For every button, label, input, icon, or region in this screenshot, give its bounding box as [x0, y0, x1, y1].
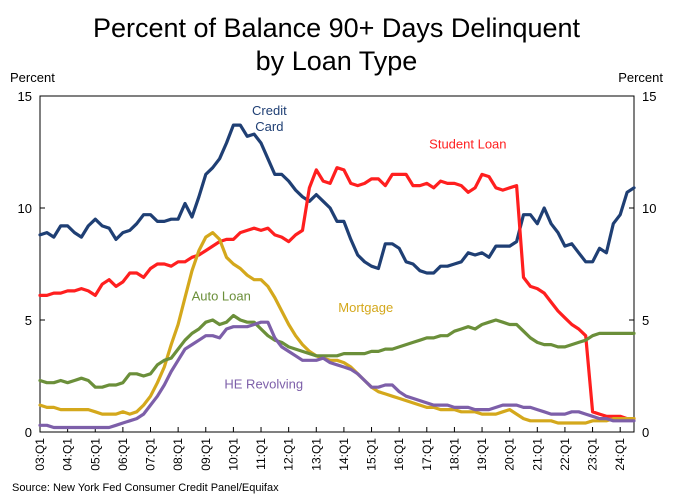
- x-tick-label-16: 19:Q1: [475, 438, 489, 471]
- mortgage-label: Mortgage: [338, 300, 393, 315]
- y-axis-left-unit: Percent: [10, 70, 55, 85]
- y-tick-label-right-1: 5: [642, 313, 649, 328]
- y-tick-label-left-1: 5: [25, 313, 32, 328]
- x-tick-label-21: 24:Q1: [613, 438, 627, 471]
- chart-title: Percent of Balance 90+ Days Delinquent: [92, 13, 581, 43]
- x-tick-label-17: 20:Q1: [503, 438, 517, 471]
- x-tick-label-1: 04:Q1: [61, 438, 75, 471]
- x-tick-label-10: 13:Q1: [309, 438, 323, 471]
- x-tick-label-20: 23:Q1: [586, 438, 600, 471]
- x-tick-label-15: 18:Q1: [447, 438, 461, 471]
- he-revolving-line: [38, 320, 636, 430]
- x-tick-label-11: 14:Q1: [337, 438, 351, 471]
- y-tick-label-right-2: 10: [642, 201, 656, 216]
- x-tick-label-4: 07:Q1: [144, 438, 158, 471]
- student-loan-label: Student Loan: [429, 136, 506, 151]
- x-tick-label-14: 17:Q1: [420, 438, 434, 471]
- x-tick-label-8: 11:Q1: [254, 438, 268, 470]
- x-tick-label-18: 21:Q1: [530, 438, 544, 471]
- y-tick-label-right-0: 0: [642, 425, 649, 440]
- chart-subtitle: by Loan Type: [255, 46, 418, 76]
- y-tick-label-left-2: 10: [18, 201, 32, 216]
- he-revolving-label: HE Revolving: [224, 377, 303, 392]
- source-note: Source: New York Fed Consumer Credit Pan…: [12, 482, 279, 494]
- x-tick-label-19: 22:Q1: [558, 438, 572, 471]
- y-tick-label-left-3: 15: [18, 89, 32, 104]
- mortgage-line: [38, 231, 636, 425]
- credit-card-line: [38, 123, 636, 275]
- x-tick-label-2: 05:Q1: [88, 438, 102, 471]
- student-loan-line: [38, 166, 636, 421]
- chart-title-block: Percent of Balance 90+ Days Delinquent b…: [0, 12, 673, 78]
- x-tick-label-6: 09:Q1: [199, 438, 213, 471]
- x-tick-label-7: 10:Q1: [226, 438, 240, 471]
- y-tick-label-right-3: 15: [642, 89, 656, 104]
- y-axis-right-unit: Percent: [618, 70, 663, 85]
- x-tick-label-0: 03:Q1: [33, 438, 47, 471]
- x-tick-label-3: 06:Q1: [116, 438, 130, 471]
- credit-card-label: Credit Card: [252, 103, 287, 134]
- x-tick-label-9: 12:Q1: [282, 438, 296, 471]
- x-tick-label-12: 15:Q1: [365, 438, 379, 471]
- x-tick-label-13: 16:Q1: [392, 438, 406, 471]
- plot-frame: [39, 95, 635, 433]
- auto-loan-line: [38, 313, 636, 389]
- x-tick-label-5: 08:Q1: [171, 438, 185, 471]
- y-tick-label-left-0: 0: [25, 425, 32, 440]
- auto-loan-label: Auto Loan: [192, 288, 251, 303]
